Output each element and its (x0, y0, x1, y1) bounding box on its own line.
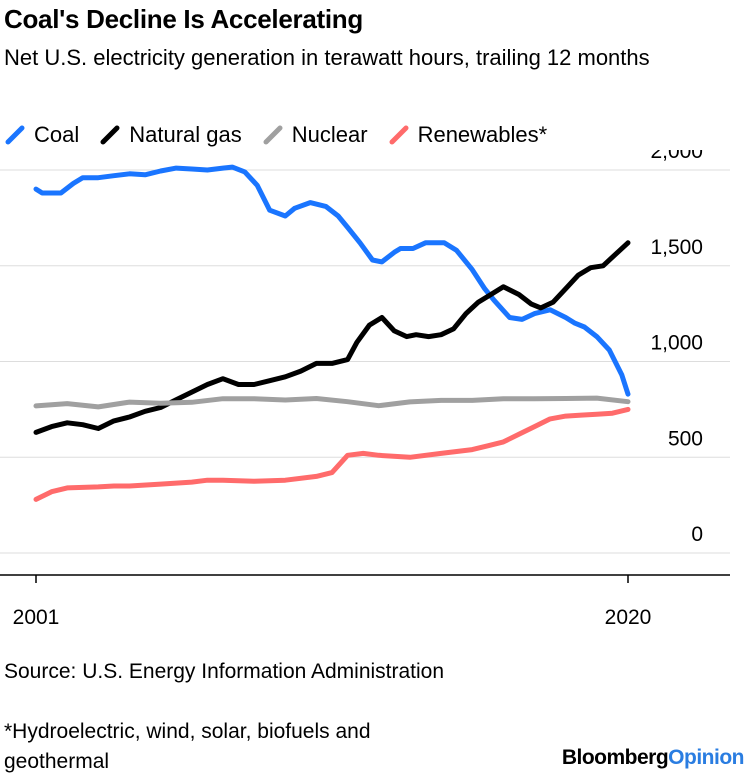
x-tick-label: 2001 (13, 606, 60, 629)
legend-label: Coal (34, 122, 80, 147)
legend-swatch-icon (263, 125, 283, 145)
legend-swatch-icon (389, 125, 409, 145)
y-tick-label: 1,000 (650, 332, 703, 355)
footnote: *Hydroelectric, wind, solar, biofuels an… (4, 720, 371, 773)
brand-part-bloomberg: Bloomberg (561, 746, 669, 769)
series-line-nuclear (33, 395, 631, 410)
source-note: Source: U.S. Energy Information Administ… (4, 660, 445, 683)
y-tick-label: 1,500 (650, 236, 703, 259)
series-line-natural-gas (33, 240, 631, 435)
chart-subtitle: Net U.S. electricity generation in teraw… (4, 45, 650, 70)
legend-swatch-icon (100, 125, 120, 145)
legend-label: Natural gas (129, 122, 242, 147)
legend-item-coal: Coal (4, 122, 79, 148)
legend-label: Nuclear (291, 122, 368, 147)
legend-swatch-icon (5, 125, 25, 145)
legend-item-renewables: Renewables* (388, 122, 548, 148)
y-tick-label: 2,000 (650, 150, 703, 163)
brand-logo: BloombergOpinion (561, 746, 745, 770)
legend-item-natural-gas: Natural gas (99, 122, 242, 148)
y-tick-label: 0 (691, 523, 703, 546)
y-tick-label: 500 (668, 427, 703, 450)
series-line-coal (33, 164, 631, 397)
line-chart: 0 500 1,000 1,500 2,000 2001 2020 (0, 150, 730, 629)
legend-label: Renewables* (417, 122, 548, 147)
chart-title: Coal's Decline Is Accelerating (4, 4, 363, 34)
legend-item-nuclear: Nuclear (262, 122, 368, 148)
series-line-renewables (33, 406, 631, 502)
brand-part-opinion: Opinion (668, 746, 744, 769)
x-tick-label: 2020 (605, 606, 652, 629)
chart-legend: Coal Natural gas Nuclear Renewables* (4, 120, 567, 150)
